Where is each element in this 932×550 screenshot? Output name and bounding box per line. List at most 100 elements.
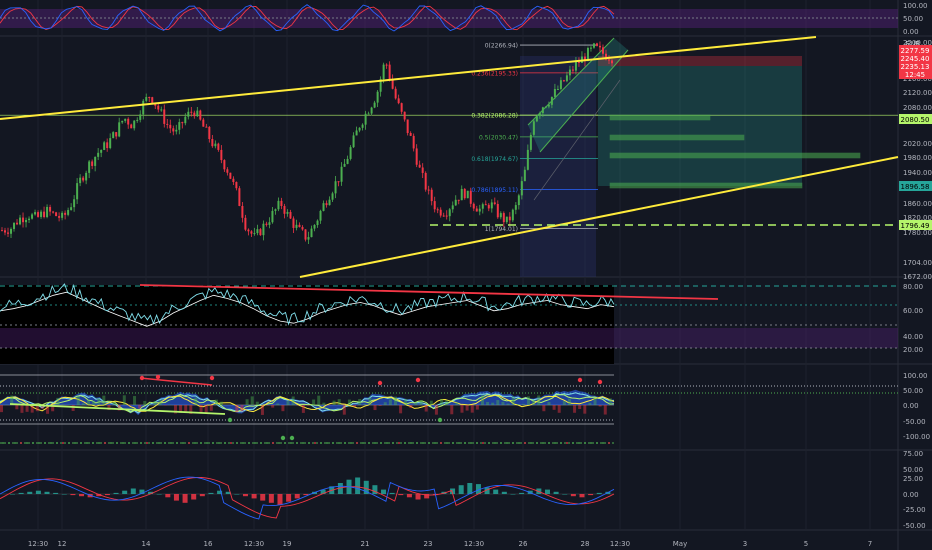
wave-histogram-bar: [353, 405, 357, 407]
wave-histogram-bar: [404, 398, 408, 405]
wave-signal-mark: [44, 442, 46, 444]
macd-histogram-bar: [217, 490, 223, 494]
wave-histogram-bar: [588, 402, 592, 405]
candle-body: [532, 121, 535, 135]
upper-trendline[interactable]: [0, 36, 817, 120]
macd-histogram-bar: [191, 494, 197, 500]
macd-histogram-bar: [44, 491, 50, 494]
wave-histogram-bar: [71, 405, 75, 411]
candle-body: [553, 89, 556, 97]
candle-body: [229, 172, 232, 179]
price-tag-bg: [899, 69, 932, 79]
wave-signal-mark: [110, 442, 112, 444]
candle-body: [61, 212, 64, 218]
rsi-divergence-line[interactable]: [139, 284, 719, 300]
wave-tick: -50.00: [903, 418, 926, 426]
wave-areas: [0, 389, 615, 416]
candle-body: [13, 222, 16, 229]
candle-body: [529, 134, 532, 150]
wave-signal-mark: [422, 442, 424, 444]
macd-histogram-bar: [182, 494, 188, 503]
macd-histogram-bar: [303, 494, 309, 496]
wave-buy-dot: [289, 435, 295, 441]
candle-body: [148, 97, 151, 99]
wave-histogram-bar: [40, 405, 44, 409]
time-tick: 12:30: [464, 540, 484, 548]
time-tick: 21: [361, 540, 370, 548]
wave-histogram-bar: [409, 405, 413, 408]
price-tick: 1704.00: [903, 259, 932, 267]
wave-histogram-bar: [271, 405, 275, 408]
candle-body: [79, 177, 82, 184]
price-panel[interactable]: 0(2266.94) 0.236(2195.33) 0.382(2086.28) 0.…: [0, 36, 932, 281]
candle-body: [415, 148, 418, 165]
wave-signal-mark: [578, 442, 580, 444]
macd-histogram-bar: [510, 494, 516, 495]
candle-body: [187, 111, 190, 117]
stoch-k-line: [0, 4, 615, 32]
stoch-tick: 0.00: [903, 28, 919, 36]
wave-signal-mark: [368, 442, 370, 444]
wave-histogram-bar: [214, 399, 218, 405]
stochastic-panel[interactable]: 100.00 50.00 0.00: [0, 2, 928, 36]
wave-histogram-bar: [393, 396, 397, 405]
price-tag: 2245.40: [901, 55, 930, 63]
wave-histogram-bar: [260, 405, 264, 415]
wave-histogram-bar: [81, 403, 85, 405]
wave-histogram-bar: [138, 405, 142, 409]
candle-body: [145, 97, 148, 101]
wave-histogram-bar: [102, 395, 106, 405]
rsi-panel[interactable]: 80.00 60.00 40.00 20.00: [0, 283, 923, 364]
candle-body: [574, 61, 577, 71]
candle-body: [517, 195, 520, 206]
wave-histogram-bar: [122, 395, 126, 405]
wave-histogram-bar: [542, 405, 546, 412]
wave-signal-mark: [608, 442, 610, 444]
candle-body: [385, 64, 388, 66]
candle-body: [100, 149, 103, 153]
macd-histogram-bar: [173, 494, 179, 501]
wave-signal-mark: [572, 442, 574, 444]
wave-buy-dot: [227, 417, 233, 423]
candle-body: [586, 48, 589, 62]
candle-body: [475, 208, 478, 212]
candle-body: [598, 45, 601, 48]
candle-body: [58, 216, 61, 218]
macd-histogram-bar: [570, 494, 576, 497]
price-channel[interactable]: [527, 37, 629, 201]
wave-histogram-bar: [399, 405, 403, 414]
candle-body: [28, 218, 31, 221]
candle-body: [550, 96, 553, 105]
wave-histogram-bar: [475, 405, 479, 410]
time-tick: 19: [283, 540, 292, 548]
stoch-tick: 100.00: [903, 2, 928, 10]
wavetrend-panel[interactable]: 100.00 50.00 0.00 -50.00 -100.00: [0, 372, 930, 444]
lower-trendline[interactable]: [299, 156, 899, 278]
macd-histogram-bar: [130, 488, 136, 494]
candle-body: [16, 222, 19, 225]
candle-body: [271, 210, 274, 223]
candle-body: [490, 202, 493, 209]
wave-signal-mark: [494, 442, 496, 444]
wave-tick: 0.00: [903, 402, 919, 410]
time-tick: May: [673, 540, 687, 548]
macd-histogram-bar: [389, 492, 395, 494]
macd-histogram-bar: [234, 494, 240, 495]
macd-histogram-bar: [251, 494, 257, 499]
candle-body: [55, 212, 58, 217]
wave-signal-mark: [356, 442, 358, 444]
fib-level-label: 0.786(1895.11): [471, 187, 518, 194]
candle-body: [199, 110, 202, 120]
wave-histogram-bar: [312, 399, 316, 405]
wave-signal-mark: [566, 442, 568, 444]
candle-body: [478, 208, 481, 212]
candle-body: [322, 203, 325, 211]
candle-body: [268, 222, 271, 225]
candle-body: [289, 211, 292, 219]
wave-histogram-bar: [76, 396, 80, 405]
price-tag: 1896.58: [901, 183, 930, 191]
fib-retracement[interactable]: 0(2266.94) 0.236(2195.33) 0.382(2086.28) 0.…: [0, 43, 898, 234]
